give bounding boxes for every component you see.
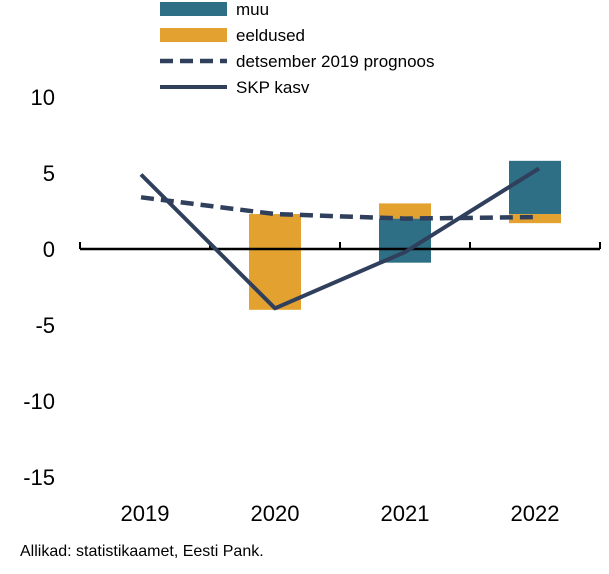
y-axis-tick-labels: 10 5 0 -5 -10 -15 [23, 85, 55, 490]
bar-eeldused-2021 [379, 203, 431, 219]
source-note: Allikad: statistikaamet, Eesti Pank. [20, 543, 264, 560]
legend-label: detsember 2019 prognoos [236, 52, 434, 71]
bar-eeldused-2022 [509, 214, 561, 224]
line-detsember-2019-prognoos [140, 195, 540, 221]
x-tick-label-2022: 2022 [511, 501, 560, 526]
legend-label: SKP kasv [236, 78, 310, 97]
y-tick-label: -10 [23, 389, 55, 414]
x-axis [79, 242, 601, 251]
y-tick-label: 5 [43, 161, 55, 186]
y-tick-label: 0 [43, 237, 55, 262]
y-tick-label: -15 [23, 465, 55, 490]
line-SKP-kasv [139, 166, 541, 311]
y-tick-label: -5 [35, 313, 55, 338]
y-tick-label: 10 [31, 85, 55, 110]
legend-label: muu [236, 0, 269, 19]
legend-swatch-eeldused [160, 28, 227, 42]
x-axis-tick-labels: 2019 2020 2021 2022 [121, 501, 560, 526]
legend-label: eeldused [236, 26, 305, 45]
legend-swatch-muu [160, 2, 227, 16]
x-tick-label-2020: 2020 [251, 501, 300, 526]
x-tick-label-2019: 2019 [121, 501, 170, 526]
lines [139, 166, 541, 311]
bar-eeldused-2020 [249, 214, 301, 310]
legend: muu eeldused detsember 2019 prognoos SKP ka… [160, 0, 434, 97]
x-tick-label-2021: 2021 [381, 501, 430, 526]
